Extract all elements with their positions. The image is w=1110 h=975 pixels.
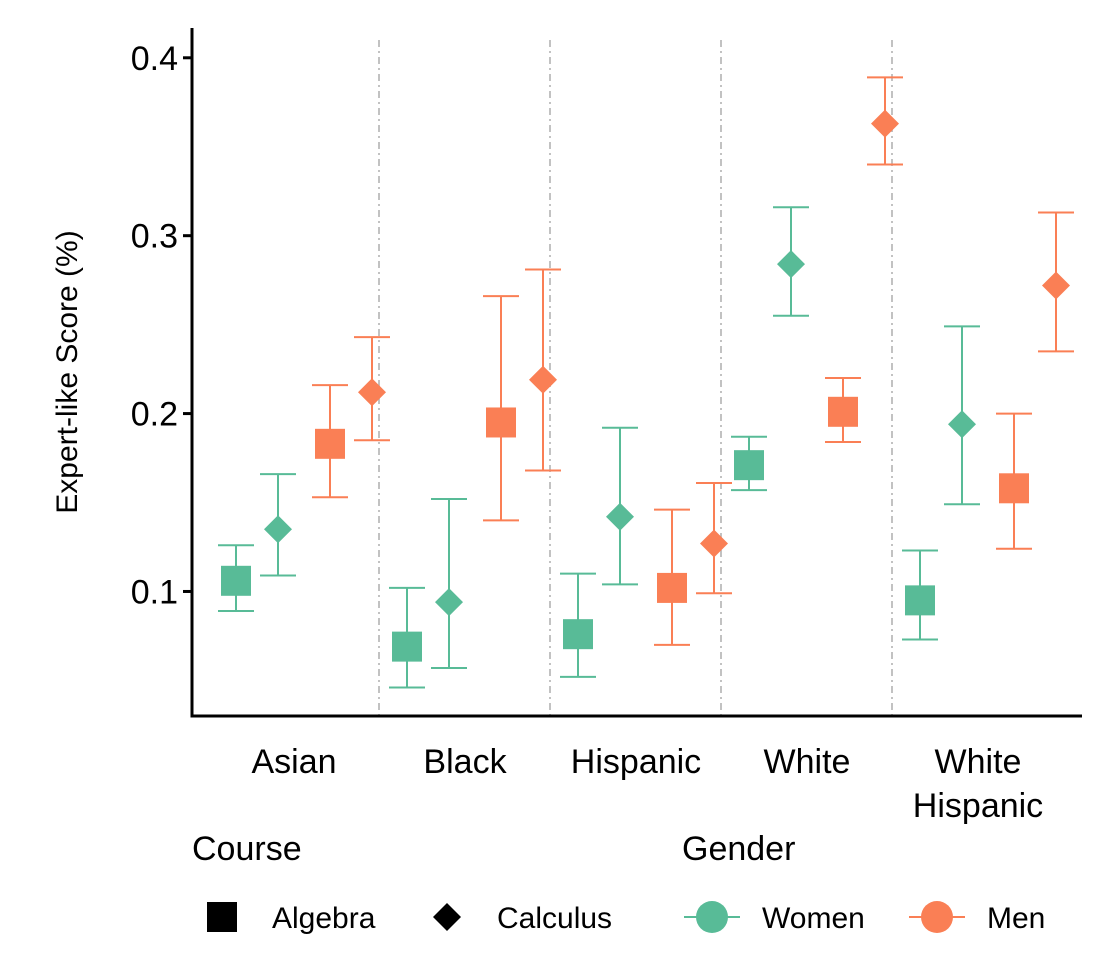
y-tick-label: 0.1 bbox=[131, 573, 178, 611]
marker-square bbox=[315, 428, 345, 459]
legend: Course Gender Algebra Calculus Women Men bbox=[192, 830, 1045, 935]
point-women-calculus-asian bbox=[260, 473, 296, 577]
x-tick-label-hispanic: Hispanic bbox=[571, 743, 701, 781]
point-women-algebra-white-hispanic bbox=[902, 549, 938, 641]
legend-item-men: Men bbox=[987, 902, 1045, 935]
point-men-algebra-hispanic bbox=[654, 508, 690, 646]
marker-square bbox=[905, 585, 935, 616]
point-women-calculus-white bbox=[773, 206, 809, 317]
marker-square bbox=[828, 396, 858, 427]
y-tick-label: 0.2 bbox=[131, 396, 178, 434]
legend-item-algebra: Algebra bbox=[272, 902, 376, 935]
legend-course-title: Course bbox=[192, 830, 302, 868]
legend-algebra-square-icon bbox=[207, 902, 237, 932]
point-women-algebra-hispanic bbox=[560, 572, 596, 678]
point-men-calculus-hispanic bbox=[696, 481, 732, 595]
marker-square bbox=[734, 450, 764, 481]
x-tick-label-asian: Asian bbox=[251, 743, 336, 781]
point-men-calculus-white bbox=[867, 76, 903, 166]
x-tick-label-white: White bbox=[764, 743, 851, 781]
marker-square bbox=[392, 631, 422, 662]
point-women-calculus-black bbox=[431, 497, 467, 669]
legend-gender-title: Gender bbox=[682, 830, 795, 868]
marker-square bbox=[999, 473, 1029, 504]
y-axis-label: Expert-like Score (%) bbox=[51, 230, 84, 513]
point-men-algebra-asian bbox=[312, 384, 348, 499]
point-men-algebra-white bbox=[825, 377, 861, 444]
data-points bbox=[218, 76, 1074, 689]
y-tick-label: 0.3 bbox=[131, 218, 178, 256]
marker-diamond bbox=[358, 378, 386, 407]
marker-diamond bbox=[871, 109, 899, 138]
marker-square bbox=[221, 565, 251, 596]
x-tick-label-black: Black bbox=[423, 743, 507, 781]
marker-diamond bbox=[1042, 271, 1070, 300]
point-men-calculus-asian bbox=[354, 336, 390, 442]
point-women-calculus-hispanic bbox=[602, 426, 638, 586]
point-women-algebra-white bbox=[731, 435, 767, 492]
point-men-calculus-black bbox=[525, 268, 561, 472]
x-axis: Asian Black Hispanic White White Hispanic bbox=[190, 714, 1082, 825]
marker-diamond bbox=[529, 365, 557, 394]
marker-diamond bbox=[435, 588, 463, 617]
x-tick-label-white-hispanic: White bbox=[935, 743, 1022, 781]
y-tick-label: 0.4 bbox=[131, 40, 178, 78]
y-axis: 0.1 0.2 0.3 0.4 bbox=[131, 28, 194, 716]
marker-square bbox=[657, 572, 687, 603]
marker-diamond bbox=[700, 529, 728, 558]
marker-diamond bbox=[606, 502, 634, 531]
marker-diamond bbox=[948, 410, 976, 439]
x-tick-label-white-hispanic: Hispanic bbox=[913, 787, 1043, 825]
marker-diamond bbox=[777, 250, 805, 279]
point-men-algebra-black bbox=[483, 295, 519, 522]
legend-item-women: Women bbox=[762, 902, 865, 935]
legend-women-circle-icon bbox=[696, 901, 728, 933]
marker-square bbox=[563, 619, 593, 650]
marker-diamond bbox=[264, 515, 292, 544]
point-women-algebra-black bbox=[389, 586, 425, 689]
point-women-calculus-white-hispanic bbox=[944, 325, 980, 506]
legend-item-calculus: Calculus bbox=[497, 902, 612, 935]
category-separators bbox=[378, 40, 893, 716]
legend-men-circle-icon bbox=[921, 901, 953, 933]
point-men-algebra-white-hispanic bbox=[996, 412, 1032, 550]
point-women-algebra-asian bbox=[218, 544, 254, 613]
legend-calculus-diamond-icon bbox=[433, 903, 461, 931]
point-men-calculus-white-hispanic bbox=[1038, 211, 1074, 353]
marker-square bbox=[486, 407, 516, 438]
